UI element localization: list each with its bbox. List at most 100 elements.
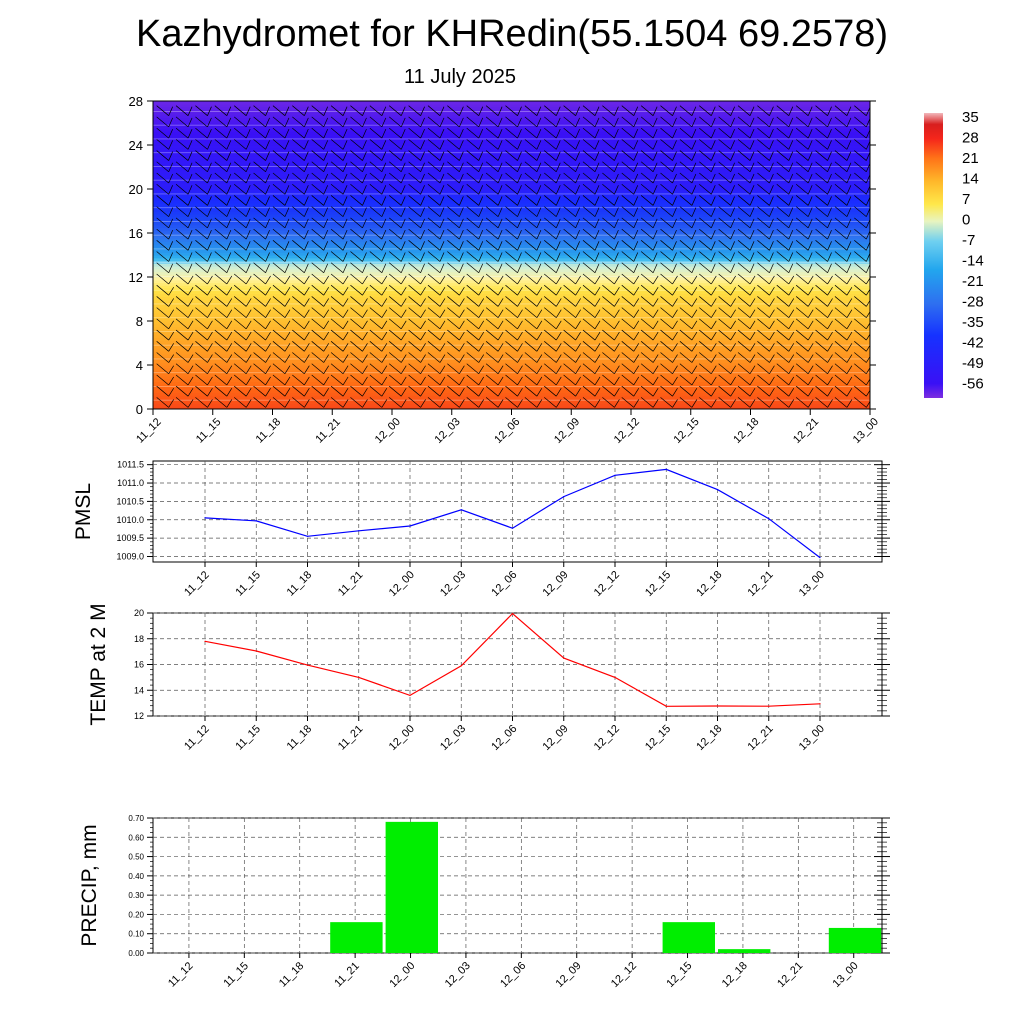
wind-barb-flag <box>323 117 329 128</box>
wind-barb-flag <box>226 309 233 318</box>
wind-barb <box>582 273 596 285</box>
wind-barb-flag <box>207 196 212 206</box>
wind-barb <box>737 206 751 217</box>
wind-barb-flag <box>187 387 194 397</box>
wind-barb <box>795 228 809 240</box>
wind-barb-flag <box>672 376 678 386</box>
wind-barb-flag <box>827 185 832 195</box>
wind-barb <box>776 296 790 307</box>
wind-barb-flag <box>555 173 561 184</box>
wind-barb-flag <box>420 275 426 285</box>
wind-barb-flag <box>207 140 212 150</box>
wind-barb-flag <box>381 207 387 217</box>
wind-barb-flag <box>245 185 251 195</box>
wind-barb <box>195 363 208 375</box>
wind-barb <box>660 105 673 116</box>
temp-band <box>153 332 870 336</box>
wind-barb-flag <box>342 218 348 229</box>
wind-barb <box>272 240 286 251</box>
wind-barb-flag <box>497 309 504 318</box>
temp-band <box>153 246 870 251</box>
wind-barb-flag <box>187 309 194 318</box>
wind-barb <box>621 217 634 229</box>
wind-barb <box>621 251 634 262</box>
wind-barb <box>447 105 460 116</box>
wind-barb <box>272 251 286 262</box>
wind-barb-flag <box>362 298 368 307</box>
wind-barb <box>834 284 848 296</box>
wind-barb-flag <box>265 185 270 195</box>
wind-barb-flag <box>749 185 755 195</box>
wind-barb-flag <box>691 207 697 217</box>
temp-band <box>153 406 870 409</box>
wind-barb-flag <box>478 376 485 386</box>
wind-barb-flag <box>265 387 271 397</box>
wind-barb-flag <box>362 241 367 251</box>
wind-barb <box>253 217 266 229</box>
wind-barb <box>679 329 693 341</box>
wind-barb <box>699 195 712 206</box>
wind-barb <box>524 206 538 217</box>
wind-barb-flag <box>342 354 349 363</box>
wind-barb-flag <box>226 229 232 240</box>
wind-barb <box>524 139 538 150</box>
wind-barb-flag <box>691 241 697 251</box>
wind-barb-flag <box>400 241 406 251</box>
wind-barb-flag <box>304 263 309 273</box>
wind-barb-flag <box>284 207 290 217</box>
x-tick-label: 12_21 <box>791 416 821 446</box>
wind-barb <box>195 329 208 341</box>
wind-barb-flag <box>730 185 735 195</box>
wind-barb-flag <box>730 207 735 217</box>
wind-barb <box>272 127 286 139</box>
wind-barb <box>330 296 344 307</box>
wind-barb <box>776 262 790 274</box>
wind-barb-flag <box>226 241 232 251</box>
data-point <box>716 489 719 491</box>
wind-barb-flag <box>788 343 795 352</box>
wind-barb-flag <box>207 399 213 408</box>
wind-barb <box>350 318 363 330</box>
wind-barb <box>737 262 751 274</box>
wind-barb <box>776 307 790 318</box>
wind-barb <box>214 329 228 341</box>
wind-barb <box>602 307 615 318</box>
wind-barb <box>505 284 518 296</box>
wind-barb <box>679 127 693 139</box>
wind-barb-flag <box>730 252 735 262</box>
wind-barb <box>737 139 751 150</box>
wind-barb <box>505 228 518 240</box>
data-point <box>255 520 257 522</box>
wind-barb <box>776 329 790 341</box>
wind-barb-flag <box>304 376 310 386</box>
wind-barb-flag <box>420 287 426 296</box>
wind-barb-flag <box>362 185 367 195</box>
wind-barb <box>582 296 596 307</box>
wind-barb-flag <box>710 229 716 240</box>
x-tick-label: 12_03 <box>433 416 463 446</box>
wind-barb <box>505 195 518 206</box>
temp-band <box>153 101 870 105</box>
wind-barb-flag <box>652 387 659 397</box>
wind-barb-flag <box>749 117 755 128</box>
wind-barb-flag <box>265 140 270 150</box>
wind-barb <box>679 352 693 363</box>
wind-barb <box>699 296 712 307</box>
wind-barb-flag <box>342 275 349 285</box>
data-point <box>409 525 411 527</box>
wind-barb <box>640 150 654 161</box>
wind-barb-flag <box>769 128 774 139</box>
wind-barb <box>311 161 324 173</box>
data-point <box>563 657 565 659</box>
wind-barb <box>563 385 576 397</box>
wind-barb-flag <box>652 354 659 363</box>
wind-barb-flag <box>187 229 193 240</box>
wind-barb-flag <box>497 331 504 341</box>
wind-barb <box>214 363 228 375</box>
temp-band <box>153 356 870 361</box>
wind-barb-flag <box>846 128 852 139</box>
wind-barb <box>292 251 305 262</box>
wind-barb-flag <box>187 196 193 206</box>
wind-barb-flag <box>207 376 213 386</box>
wind-barb-flag <box>362 320 368 330</box>
